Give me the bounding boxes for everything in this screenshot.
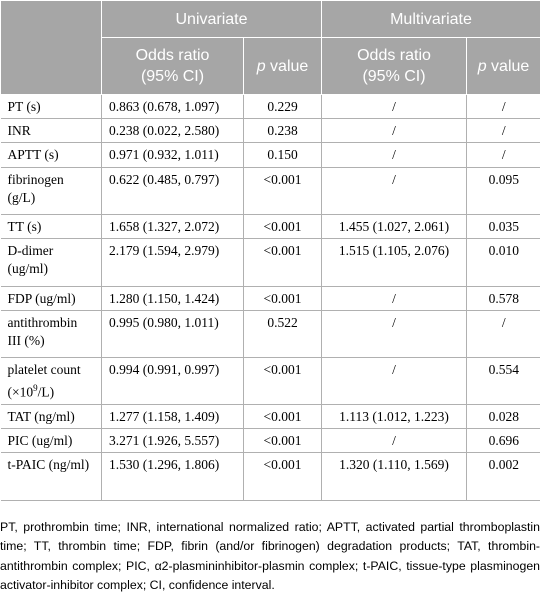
row-label: PT (s): [0, 94, 102, 119]
row-label: FDP (ug/ml): [0, 286, 102, 311]
multi-odds-ratio: /: [321, 118, 467, 143]
multi-odds-ratio: 1.515 (1.105, 2.076): [321, 238, 467, 287]
table-row: platelet count (×109/L) 0.994 (0.991, 0.…: [0, 357, 540, 405]
table-row: TAT (ng/ml) 1.277 (1.158, 1.409) <0.001 …: [0, 404, 540, 429]
uni-p-value: 0.522: [243, 310, 322, 358]
uni-odds-ratio: 2.179 (1.594, 2.979): [101, 238, 244, 287]
multi-odds-ratio: /: [321, 286, 467, 311]
uni-odds-ratio: 0.994 (0.991, 0.997): [101, 357, 244, 405]
row-label: INR: [0, 118, 102, 143]
table-row: INR 0.238 (0.022, 2.580) 0.238 / /: [0, 118, 540, 143]
row-label: APTT (s): [0, 142, 102, 168]
header-multi-p-value: p value: [466, 37, 540, 95]
row-label: TT (s): [0, 214, 102, 239]
uni-odds-ratio: 3.271 (1.926, 5.557): [101, 428, 244, 453]
table-footnote: PT, prothrombin time; INR, international…: [0, 520, 540, 592]
multi-p-value: /: [466, 310, 540, 358]
uni-p-value: <0.001: [243, 428, 322, 453]
uni-odds-ratio: 0.995 (0.980, 1.011): [101, 310, 244, 358]
header-p-rest: value: [486, 57, 530, 75]
table-body: PT (s) 0.863 (0.678, 1.097) 0.229 / / IN…: [0, 94, 540, 501]
header-odds-ratio-label: Odds ratio: [135, 47, 210, 64]
multi-p-value: 0.028: [466, 404, 540, 429]
multi-p-value: 0.554: [466, 357, 540, 405]
table-row: APTT (s) 0.971 (0.932, 1.011) 0.150 / /: [0, 142, 540, 168]
uni-odds-ratio: 1.280 (1.150, 1.424): [101, 286, 244, 311]
multi-p-value: 0.578: [466, 286, 540, 311]
uni-p-value: <0.001: [243, 452, 322, 501]
header-ci-label: (95% CI): [362, 68, 426, 85]
row-label: t-PAIC (ng/ml): [0, 452, 102, 501]
row-label-unit-sup: 9: [33, 383, 38, 393]
row-label: antithrombin III (%): [0, 310, 102, 358]
multi-p-value: /: [466, 142, 540, 168]
multi-odds-ratio: 1.320 (1.110, 1.569): [321, 452, 467, 501]
table-row: D-dimer (ug/ml) 2.179 (1.594, 2.979) <0.…: [0, 238, 540, 287]
multi-p-value: 0.002: [466, 452, 540, 501]
header-odds-ratio-label: Odds ratio: [357, 47, 431, 64]
uni-odds-ratio: 0.971 (0.932, 1.011): [101, 142, 244, 168]
table-header: Univariate Multivariate Odds ratio (95% …: [0, 0, 540, 95]
uni-odds-ratio: 0.622 (0.485, 0.797): [101, 167, 244, 215]
multi-p-value: 0.095: [466, 167, 540, 215]
header-p-italic: p: [477, 57, 487, 75]
uni-p-value: <0.001: [243, 357, 322, 405]
multi-p-value: /: [466, 94, 540, 119]
row-label: platelet count (×109/L): [0, 357, 102, 405]
uni-p-value: <0.001: [243, 286, 322, 311]
row-label: fibrinogen (g/L): [0, 167, 102, 215]
row-label-unit-pre: (×10: [7, 384, 34, 400]
multi-odds-ratio: /: [321, 167, 467, 215]
multi-p-value: 0.035: [466, 214, 540, 239]
multi-odds-ratio: /: [321, 94, 467, 119]
table-row: TT (s) 1.658 (1.327, 2.072) <0.001 1.455…: [0, 214, 540, 239]
header-uni-p-value: p value: [243, 37, 322, 95]
header-multivariate: Multivariate: [321, 0, 540, 38]
header-univariate: Univariate: [101, 0, 322, 38]
uni-odds-ratio: 1.658 (1.327, 2.072): [101, 214, 244, 239]
row-label: D-dimer (ug/ml): [0, 238, 102, 287]
header-uni-odds-ratio: Odds ratio (95% CI): [101, 37, 244, 95]
multi-odds-ratio: /: [321, 428, 467, 453]
results-table: Univariate Multivariate Odds ratio (95% …: [0, 0, 540, 501]
uni-odds-ratio: 1.277 (1.158, 1.409): [101, 404, 244, 429]
row-label-unit-post: /L): [37, 384, 55, 400]
header-p-rest: value: [265, 57, 309, 75]
uni-odds-ratio: 0.863 (0.678, 1.097): [101, 94, 244, 119]
header-blank-cell: [0, 0, 102, 95]
row-label-main: platelet count: [7, 362, 81, 377]
uni-odds-ratio: 1.530 (1.296, 1.806): [101, 452, 244, 501]
row-label: TAT (ng/ml): [0, 404, 102, 429]
uni-p-value: 0.238: [243, 118, 322, 143]
row-label: PIC (ug/ml): [0, 428, 102, 453]
table-row: PT (s) 0.863 (0.678, 1.097) 0.229 / /: [0, 94, 540, 119]
multi-odds-ratio: /: [321, 142, 467, 168]
multi-odds-ratio: /: [321, 357, 467, 405]
multi-p-value: 0.696: [466, 428, 540, 453]
multi-p-value: 0.010: [466, 238, 540, 287]
multi-odds-ratio: /: [321, 310, 467, 358]
uni-p-value: <0.001: [243, 214, 322, 239]
header-p-italic: p: [256, 57, 266, 75]
table-row: fibrinogen (g/L) 0.622 (0.485, 0.797) <0…: [0, 167, 540, 215]
uni-odds-ratio: 0.238 (0.022, 2.580): [101, 118, 244, 143]
uni-p-value: <0.001: [243, 404, 322, 429]
multi-p-value: /: [466, 118, 540, 143]
header-ci-label: (95% CI): [140, 68, 205, 85]
uni-p-value: 0.229: [243, 94, 322, 119]
header-multi-odds-ratio: Odds ratio (95% CI): [321, 37, 467, 95]
uni-p-value: <0.001: [243, 238, 322, 287]
table-row: PIC (ug/ml) 3.271 (1.926, 5.557) <0.001 …: [0, 428, 540, 453]
table-row: FDP (ug/ml) 1.280 (1.150, 1.424) <0.001 …: [0, 286, 540, 311]
multi-odds-ratio: 1.455 (1.027, 2.061): [321, 214, 467, 239]
multi-odds-ratio: 1.113 (1.012, 1.223): [321, 404, 467, 429]
table-row: t-PAIC (ng/ml) 1.530 (1.296, 1.806) <0.0…: [0, 452, 540, 501]
uni-p-value: 0.150: [243, 142, 322, 168]
table-row: antithrombin III (%) 0.995 (0.980, 1.011…: [0, 310, 540, 358]
uni-p-value: <0.001: [243, 167, 322, 215]
